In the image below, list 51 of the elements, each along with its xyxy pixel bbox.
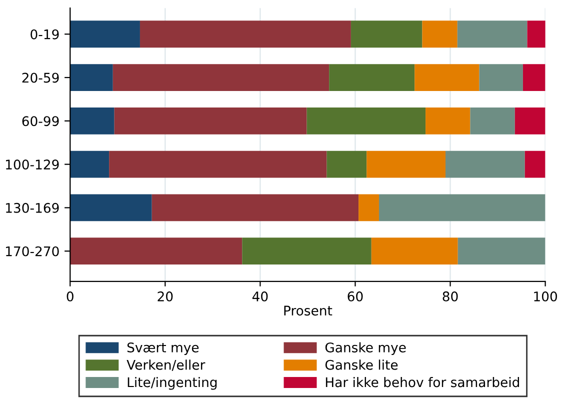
legend-label: Ganske lite [325, 360, 398, 370]
x-axis-title: Prosent [284, 306, 332, 316]
y-tick-label: 100-129 [6, 160, 59, 170]
bar [527, 20, 546, 48]
legend-label: Svært mye [127, 342, 199, 355]
bar [479, 64, 523, 91]
y-tick-label: 20-59 [22, 72, 59, 83]
bar [378, 194, 546, 222]
y-tick-label: 60-99 [22, 116, 59, 126]
legend-label: Verken/eller [126, 360, 206, 371]
bar [426, 107, 470, 134]
x-tick-label: 100 [534, 291, 558, 302]
bar [70, 20, 140, 48]
bar [371, 238, 458, 265]
bar [350, 20, 422, 48]
bar [140, 20, 351, 48]
bar [329, 64, 415, 91]
bar [524, 150, 546, 178]
bar [70, 194, 152, 222]
y-tick-label: 170-270 [6, 246, 59, 256]
bar [70, 107, 114, 134]
bar [326, 150, 367, 178]
bar [114, 107, 307, 134]
legend-label: Har ikke behov for samarbeid [326, 377, 519, 388]
bar [446, 150, 525, 178]
x-tick-label: 60 [348, 291, 363, 302]
bar [109, 150, 327, 178]
bar [458, 238, 546, 265]
bar [112, 64, 330, 91]
legend-label: Lite/ingenting [128, 377, 217, 390]
x-tick-label: 20 [158, 291, 173, 302]
bar [522, 64, 546, 91]
bar [414, 64, 480, 91]
bar [366, 150, 446, 178]
y-tick-label: 130-169 [6, 202, 59, 213]
legend-label: Ganske mye [325, 342, 406, 355]
x-tick-label: 80 [442, 291, 458, 302]
bar [306, 107, 426, 134]
bar [70, 64, 113, 91]
y-tick-label: 0-19 [30, 29, 59, 40]
x-tick-label: 0 [66, 291, 74, 302]
bar [514, 107, 546, 134]
bar [70, 238, 242, 265]
x-tick-label: 40 [252, 291, 268, 302]
bar [242, 238, 372, 265]
bar [470, 107, 515, 134]
bar [152, 194, 359, 222]
bar [457, 20, 528, 48]
bar [70, 150, 110, 178]
bar [358, 194, 379, 222]
bar [422, 20, 458, 48]
